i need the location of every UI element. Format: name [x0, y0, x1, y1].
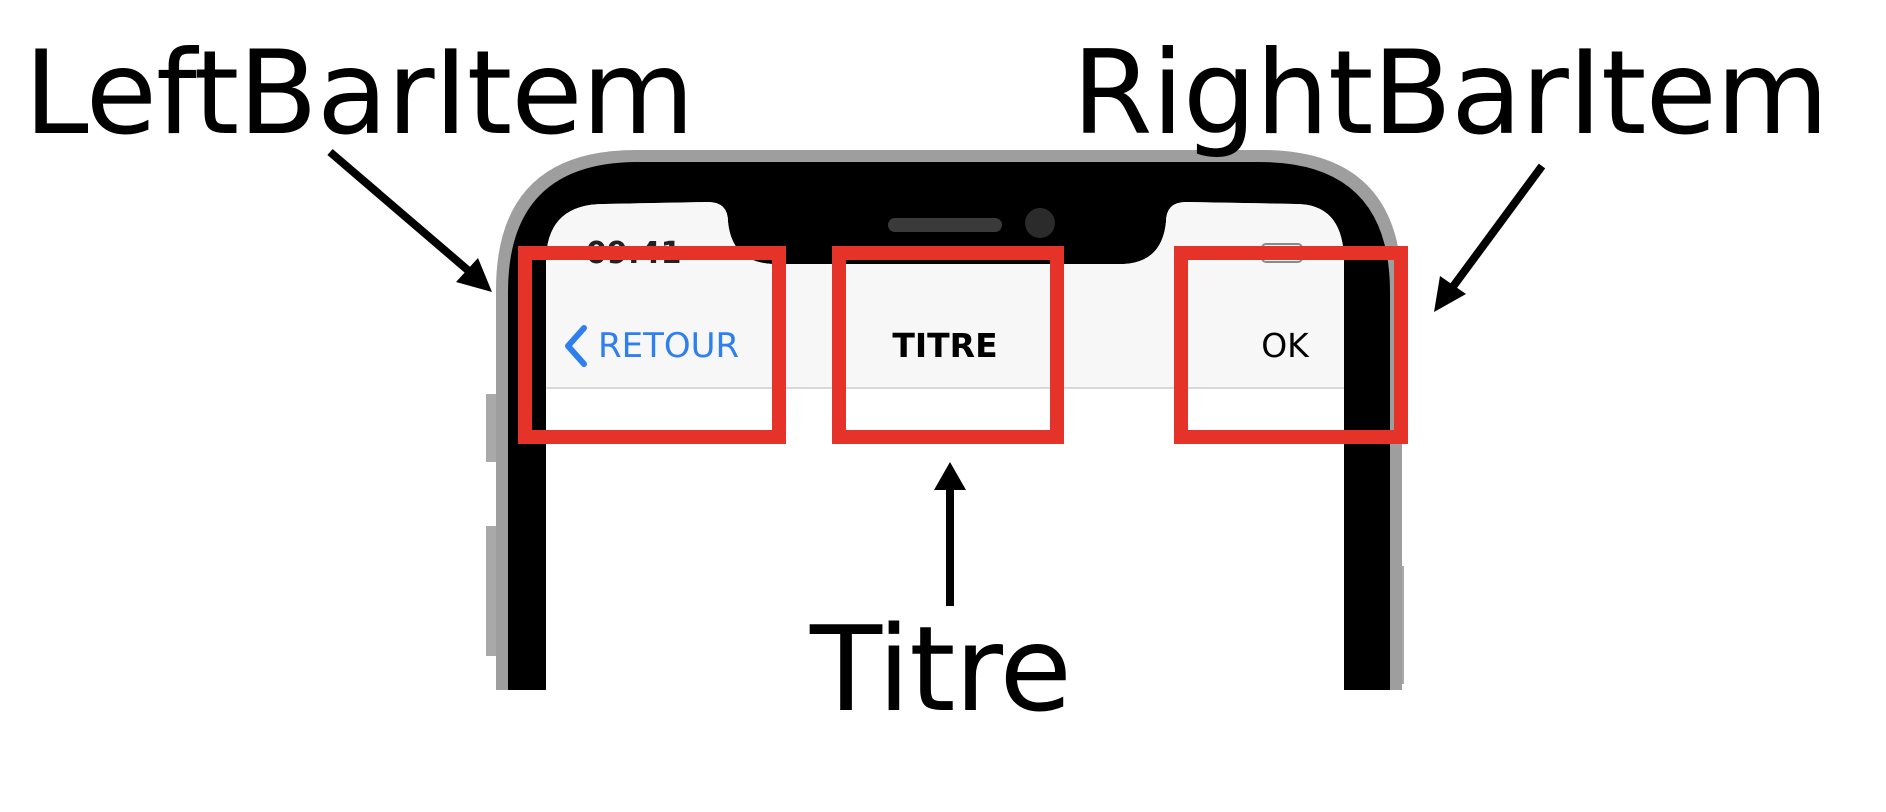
back-button-label: RETOUR — [598, 326, 740, 366]
title-callout: Titre — [810, 600, 1072, 738]
nav-title: TITRE — [892, 326, 998, 365]
nav-bar-background — [546, 202, 1344, 388]
back-button[interactable]: RETOUR — [560, 324, 739, 368]
arrow-up-icon — [934, 462, 966, 606]
left-bar-item-highlight — [518, 246, 786, 444]
bottom-cutoff — [480, 690, 1420, 812]
arrow-left-icon — [327, 148, 492, 292]
right-bar-item-callout: RightBarItem — [1072, 26, 1829, 161]
speaker-grille — [888, 218, 1002, 232]
arrow-right-icon — [1434, 163, 1546, 312]
title-highlight — [832, 246, 1064, 444]
ok-button[interactable]: OK — [1261, 326, 1309, 365]
left-bar-item-callout: LeftBarItem — [24, 26, 695, 161]
chevron-left-icon — [565, 325, 587, 367]
front-camera — [1025, 208, 1055, 238]
right-bar-item-highlight — [1174, 246, 1408, 444]
